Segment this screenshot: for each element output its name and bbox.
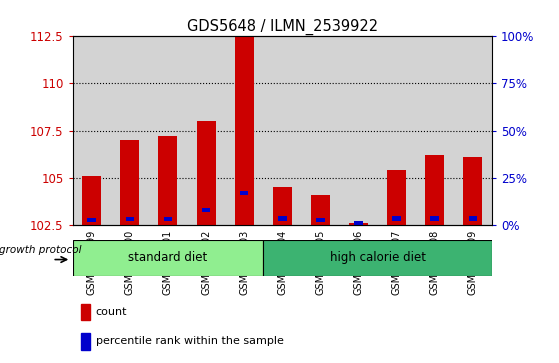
- Bar: [377, 240, 416, 276]
- Bar: [87, 218, 96, 223]
- Text: count: count: [96, 307, 127, 317]
- Bar: [225, 36, 263, 225]
- Bar: [430, 216, 439, 221]
- Bar: [377, 36, 416, 225]
- Bar: [240, 191, 248, 195]
- Bar: [311, 195, 330, 225]
- Bar: [149, 36, 187, 225]
- Bar: [81, 333, 91, 350]
- Bar: [387, 170, 406, 225]
- Bar: [454, 36, 492, 225]
- Bar: [263, 240, 492, 276]
- Bar: [73, 240, 111, 276]
- Bar: [349, 223, 368, 225]
- Bar: [111, 36, 149, 225]
- Bar: [301, 240, 339, 276]
- Bar: [73, 240, 263, 276]
- Bar: [278, 216, 287, 221]
- Bar: [197, 121, 216, 225]
- Bar: [149, 240, 187, 276]
- Bar: [263, 240, 301, 276]
- Bar: [164, 217, 172, 221]
- Bar: [187, 240, 225, 276]
- Bar: [301, 36, 339, 225]
- Text: percentile rank within the sample: percentile rank within the sample: [96, 337, 283, 346]
- Bar: [354, 221, 363, 225]
- Bar: [416, 240, 454, 276]
- Bar: [120, 140, 139, 225]
- Bar: [468, 216, 477, 221]
- Bar: [225, 240, 263, 276]
- Text: high calorie diet: high calorie diet: [330, 251, 425, 264]
- Bar: [425, 155, 444, 225]
- Bar: [263, 36, 301, 225]
- Bar: [81, 304, 91, 320]
- Bar: [273, 187, 292, 225]
- Bar: [339, 36, 377, 225]
- Bar: [339, 240, 377, 276]
- Bar: [111, 240, 149, 276]
- Text: standard diet: standard diet: [129, 251, 207, 264]
- Bar: [235, 36, 254, 225]
- Bar: [73, 36, 111, 225]
- Text: growth protocol: growth protocol: [0, 245, 81, 256]
- Bar: [454, 240, 492, 276]
- Bar: [416, 36, 454, 225]
- Bar: [82, 176, 101, 225]
- Bar: [316, 218, 325, 223]
- Bar: [158, 136, 178, 225]
- Bar: [187, 36, 225, 225]
- Bar: [126, 217, 134, 221]
- Bar: [202, 208, 210, 212]
- Bar: [392, 216, 401, 221]
- Bar: [463, 157, 482, 225]
- Title: GDS5648 / ILMN_2539922: GDS5648 / ILMN_2539922: [187, 19, 378, 35]
